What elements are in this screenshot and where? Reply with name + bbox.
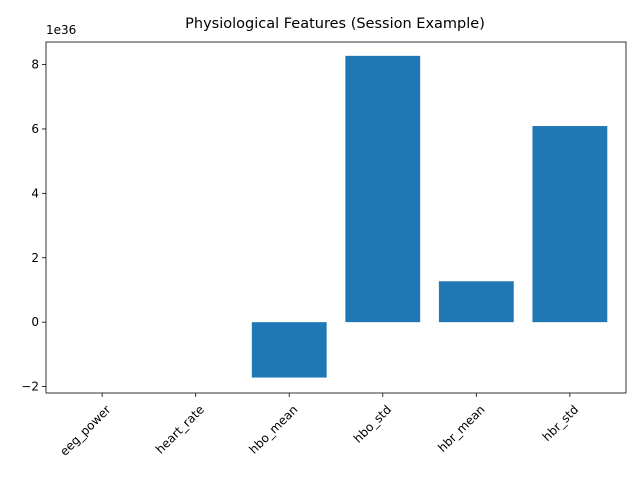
y-tick-label: 6 [31,122,39,136]
y-axis-ticks: −2 0 2 4 6 8 [21,58,46,394]
bars-group [251,55,608,378]
bar-hbo-std [345,55,421,323]
y-axis-offset-label: 1e36 [46,23,76,37]
bar-hbr-std [532,126,608,323]
y-tick-label: 0 [31,315,39,329]
x-tick-label: hbr_std [540,402,582,444]
x-tick-label: hbr_mean [435,402,487,454]
y-tick-label: 4 [31,186,39,200]
axes-frame [45,41,627,394]
x-tick-label: eeg_power [57,402,113,458]
x-tick-label: hbo_mean [246,402,300,456]
bar-hbr-mean [438,281,514,323]
x-tick-label: heart_rate [153,402,207,456]
y-tick-label: 2 [31,251,39,265]
y-tick-label: −2 [21,380,39,394]
x-axis-ticks: eeg_power heart_rate hbo_mean hbo_std hbr_me… [57,393,581,459]
x-tick-label: hbo_std [351,402,394,445]
bar-hbo-mean [251,322,327,378]
chart-title: Physiological Features (Session Example) [185,16,485,32]
y-tick-label: 8 [31,58,39,72]
